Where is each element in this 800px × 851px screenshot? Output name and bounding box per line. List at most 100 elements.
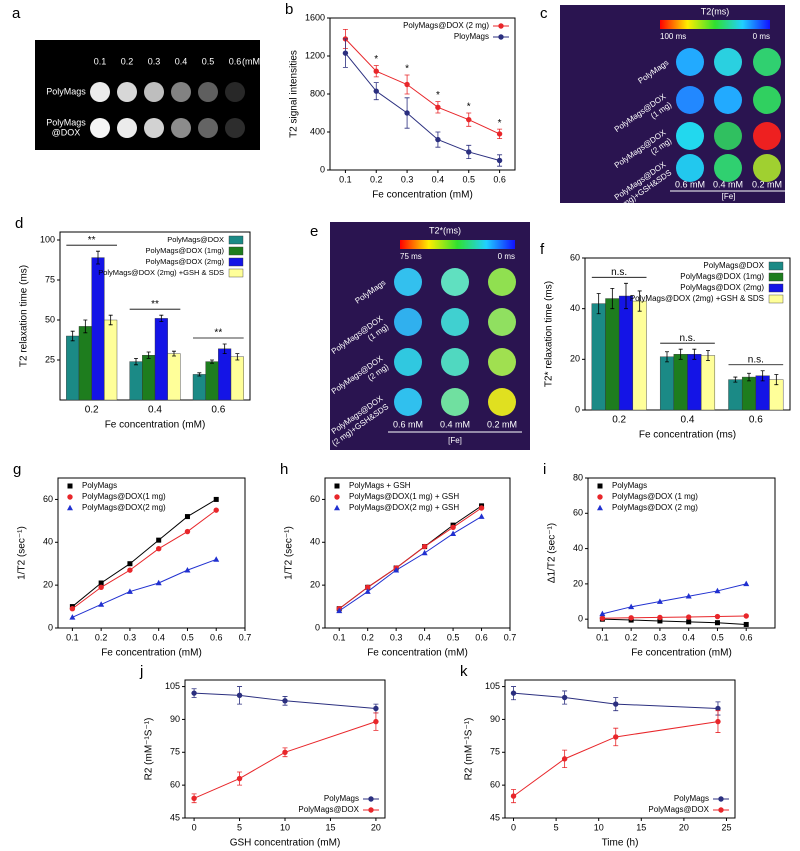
row-label: PolyMags <box>46 86 86 96</box>
y-tick-label: 25 <box>45 354 55 364</box>
series-line <box>72 509 217 610</box>
row-label: @DOX <box>52 127 81 137</box>
marker <box>67 494 73 500</box>
legend-label: PolyMags <box>674 794 709 803</box>
marker <box>686 619 692 625</box>
series-line <box>602 583 747 615</box>
y-tick-label: 40 <box>570 303 580 313</box>
series-line <box>602 618 747 625</box>
panel-label: j <box>139 663 143 680</box>
y-tick-label: 60 <box>310 494 320 504</box>
x-tick-label: 0.3 <box>390 632 403 642</box>
plot-frame <box>504 679 736 819</box>
x-tick-label: 0.4 <box>681 415 695 426</box>
annotation: * <box>405 64 409 75</box>
axis-label: [Fe] <box>448 436 462 445</box>
annotation: ** <box>88 235 96 246</box>
error-bar <box>637 290 642 312</box>
error-bar <box>96 250 100 265</box>
marker <box>685 614 692 620</box>
marker <box>718 807 724 813</box>
error-bar <box>706 350 710 361</box>
legend-swatch <box>768 283 784 293</box>
legend-swatch <box>228 257 244 267</box>
sample-spot <box>117 82 137 102</box>
x-tick-label: 0.3 <box>401 174 414 184</box>
marker <box>126 588 133 594</box>
sample-spot <box>144 82 164 102</box>
marker <box>213 496 219 502</box>
marker <box>496 131 503 137</box>
error-bar <box>70 330 75 342</box>
x-tick-label: 0.5 <box>447 632 460 642</box>
column-label: 0.2 <box>121 56 134 66</box>
annotation: * <box>374 54 378 65</box>
sample-spot <box>714 122 742 150</box>
marker <box>155 579 162 586</box>
legend-label: PloyMags <box>454 32 489 41</box>
colorbar <box>400 240 515 249</box>
panel-label: f <box>540 241 545 258</box>
y-axis-label: 1/T2 (sec⁻¹) <box>284 526 295 580</box>
bar <box>104 319 118 401</box>
marker <box>498 34 504 40</box>
y-tick-label: 1200 <box>305 50 325 60</box>
sample-spot <box>714 154 742 182</box>
x-tick-label: 20 <box>371 822 381 832</box>
marker <box>67 483 73 489</box>
error-bar <box>596 293 601 315</box>
bar <box>142 355 156 401</box>
marker <box>657 618 663 624</box>
column-label: 0.3 <box>148 56 161 66</box>
x-tick-label: 0.1 <box>66 632 79 642</box>
error-bar <box>235 353 240 361</box>
error-bar <box>159 314 164 322</box>
bar <box>700 355 716 411</box>
panel-label: d <box>15 215 23 232</box>
sample-spot <box>753 122 781 150</box>
marker <box>657 614 663 621</box>
axis-label: [Fe] <box>722 192 736 201</box>
marker <box>156 537 162 543</box>
x-tick-label: 15 <box>636 822 646 832</box>
series-line <box>602 615 747 619</box>
annotation: * <box>467 102 471 113</box>
marker <box>421 543 428 550</box>
error-bar <box>692 348 697 360</box>
error-bar <box>760 370 765 382</box>
marker <box>127 561 133 567</box>
sample-spot <box>753 86 781 114</box>
colorbar-title: T2*(ms) <box>429 225 461 235</box>
sample-spot <box>441 268 469 296</box>
marker <box>191 795 197 801</box>
legend-label: PolyMags@DOX <box>167 235 224 244</box>
marker <box>714 613 721 620</box>
marker <box>336 607 343 614</box>
marker <box>404 81 410 88</box>
x-tick-label: 0.4 <box>682 632 695 642</box>
marker <box>184 514 190 520</box>
annotation: n.s. <box>748 354 764 365</box>
y-tick-label: 100 <box>40 234 55 244</box>
x-tick-label: 0.2 <box>85 405 99 416</box>
series-line <box>194 692 376 709</box>
legend-swatch <box>228 235 244 245</box>
x-tick-label: 0.4 <box>152 632 165 642</box>
y-tick-label: 40 <box>43 537 53 547</box>
y-tick-label: 20 <box>310 580 320 590</box>
legend-label: PolyMags@DOX (1 mg) <box>612 492 698 501</box>
column-label: 0.4 <box>175 56 188 66</box>
marker <box>69 606 76 612</box>
y-tick-label: 1600 <box>305 12 325 22</box>
legend-label: PolyMags@DOX (1mg) <box>146 246 225 255</box>
x-tick-label: 0.2 <box>625 632 638 642</box>
marker <box>368 807 374 813</box>
y-tick-label: 105 <box>165 681 180 691</box>
y-axis-label: Δ1/T2 (sec⁻¹) <box>547 523 558 583</box>
x-tick-label: 0.4 <box>418 632 431 642</box>
marker <box>373 88 379 94</box>
marker <box>282 749 288 755</box>
annotation: n.s. <box>679 333 695 344</box>
legend-label: PolyMags <box>82 481 117 490</box>
y-tick-label: 60 <box>490 780 500 790</box>
